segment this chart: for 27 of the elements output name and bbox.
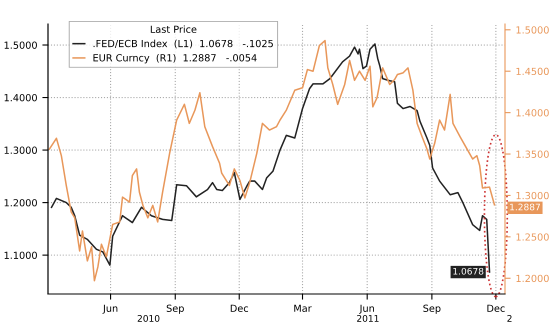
y2-tick-label: 1.2000 <box>516 274 549 282</box>
y-tick-label: 1.4000 <box>4 94 37 102</box>
x-tick-label: Mar <box>294 304 312 312</box>
x-tick-label: Dec <box>230 304 248 312</box>
text: 2010 <box>138 314 160 322</box>
data-label: 1.2887 <box>510 204 540 210</box>
y-tick-label: 1.1000 <box>4 252 37 259</box>
y-tick-label: 1.5000 <box>4 41 37 49</box>
y-tick-label: 1.3000 <box>4 146 37 154</box>
text: 2011 <box>357 314 379 322</box>
x-tick-label: Jun <box>102 304 118 314</box>
data-label: 1.0678 <box>453 268 484 275</box>
legend-label: EUR Curncy (R1) 1.2887 -.0054 <box>93 54 257 64</box>
y2-tick-label: 1.3500 <box>516 150 549 158</box>
x-tick-label: Jun <box>359 304 374 314</box>
y2-tick-label: 1.2500 <box>516 233 549 241</box>
legend-title: Last Price <box>150 25 196 33</box>
y2-tick-label: 1.5000 <box>516 26 549 34</box>
y2-tick-label: 1.3000 <box>516 192 549 200</box>
x-tick-label: Sep <box>423 304 441 314</box>
y-tick-label: 1.2000 <box>4 199 37 206</box>
x-tick-label: Dec <box>487 304 505 312</box>
y2-tick-label: 1.4000 <box>516 109 549 116</box>
text: 2 <box>507 314 512 322</box>
legend-label: .FED/ECB Index (L1) 1.0678 -.1025 <box>94 40 273 48</box>
y2-tick-label: 1.4500 <box>516 68 549 76</box>
x-tick-label: Sep <box>166 304 184 314</box>
